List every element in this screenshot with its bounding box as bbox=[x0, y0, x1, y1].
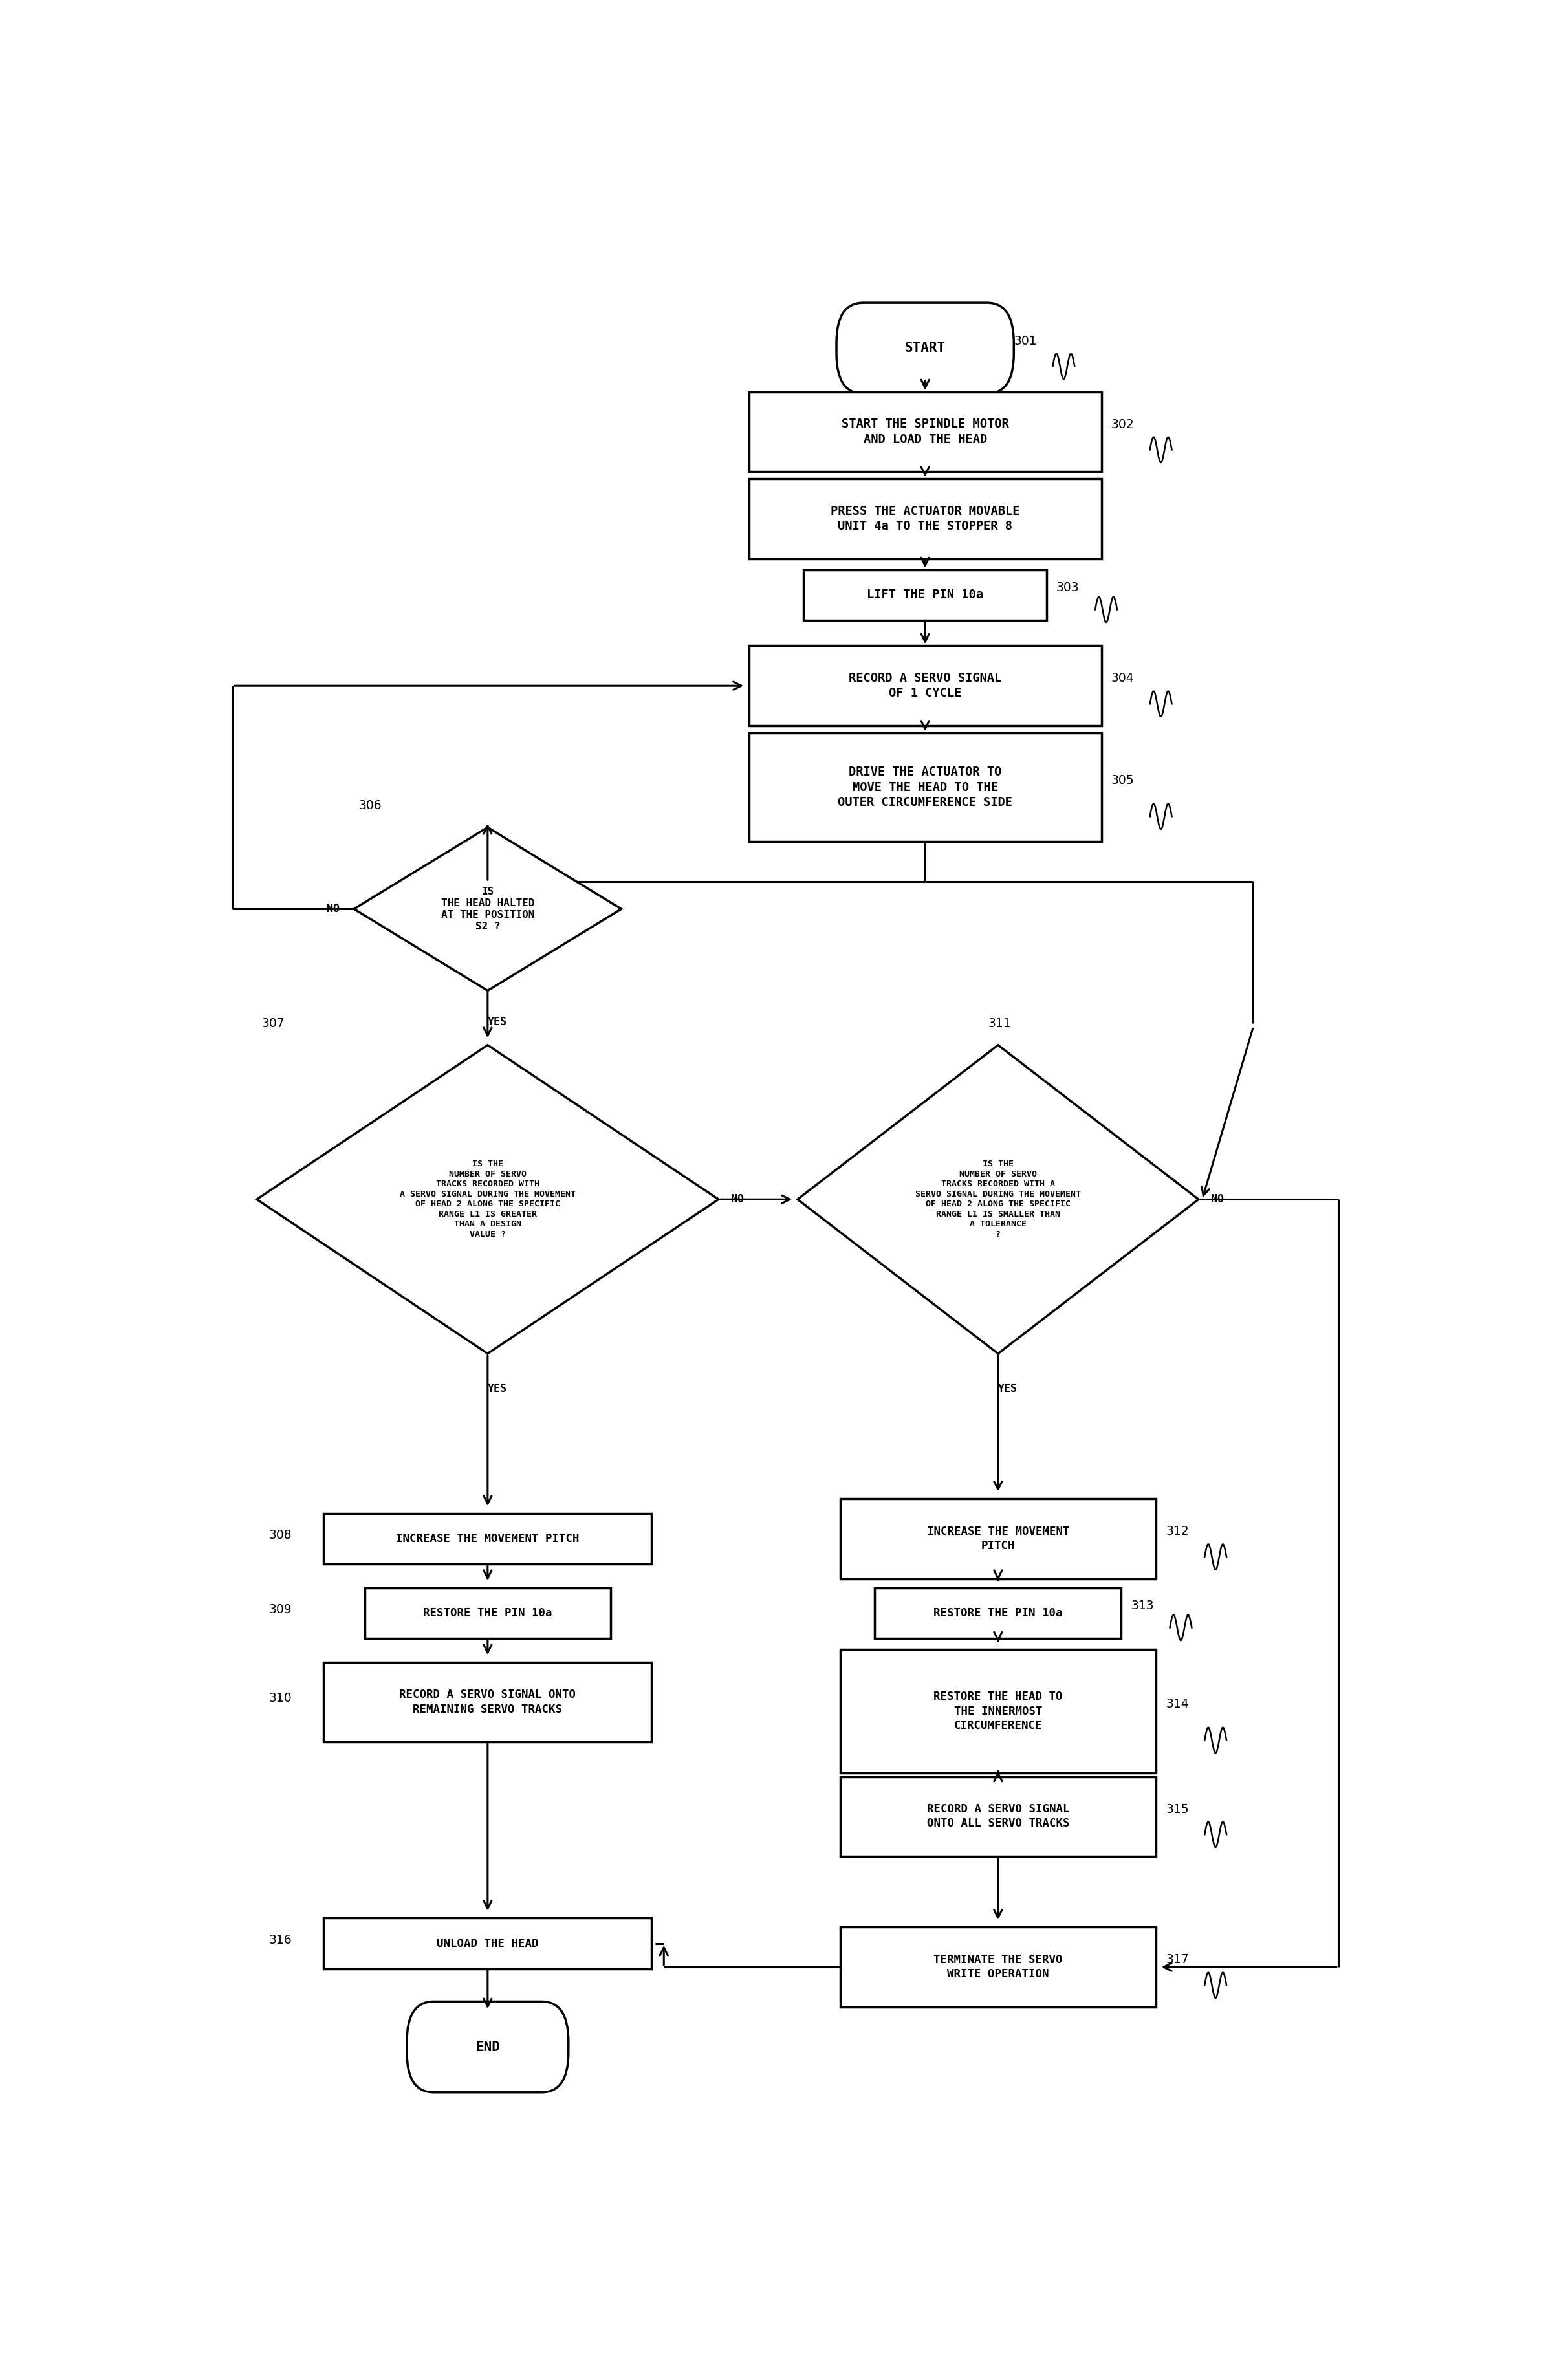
Text: UNLOAD THE HEAD: UNLOAD THE HEAD bbox=[437, 1937, 538, 1949]
Text: TERMINATE THE SERVO
WRITE OPERATION: TERMINATE THE SERVO WRITE OPERATION bbox=[933, 1954, 1063, 1980]
Text: YES: YES bbox=[488, 1384, 506, 1395]
Text: YES: YES bbox=[999, 1384, 1018, 1395]
Bar bbox=[840, 1928, 1156, 2006]
Text: NO: NO bbox=[326, 903, 339, 915]
Text: 312: 312 bbox=[1165, 1525, 1189, 1537]
Text: DRIVE THE ACTUATOR TO
MOVE THE HEAD TO THE
OUTER CIRCUMFERENCE SIDE: DRIVE THE ACTUATOR TO MOVE THE HEAD TO T… bbox=[837, 766, 1013, 808]
Text: 302: 302 bbox=[1112, 417, 1134, 431]
Text: 306: 306 bbox=[359, 799, 383, 811]
Bar bbox=[840, 1650, 1156, 1772]
Text: IS THE
NUMBER OF SERVO
TRACKS RECORDED WITH
A SERVO SIGNAL DURING THE MOVEMENT
O: IS THE NUMBER OF SERVO TRACKS RECORDED W… bbox=[400, 1160, 575, 1240]
Text: IS THE
NUMBER OF SERVO
TRACKS RECORDED WITH A
SERVO SIGNAL DURING THE MOVEMENT
O: IS THE NUMBER OF SERVO TRACKS RECORDED W… bbox=[916, 1160, 1080, 1240]
Bar bbox=[365, 1589, 610, 1638]
FancyBboxPatch shape bbox=[406, 2001, 569, 2093]
Text: 311: 311 bbox=[988, 1018, 1011, 1030]
Text: INCREASE THE MOVEMENT PITCH: INCREASE THE MOVEMENT PITCH bbox=[397, 1532, 579, 1544]
Text: END: END bbox=[475, 2041, 500, 2053]
Bar bbox=[323, 1662, 652, 1742]
Text: 313: 313 bbox=[1131, 1600, 1154, 1612]
Text: 307: 307 bbox=[262, 1018, 285, 1030]
Text: 305: 305 bbox=[1112, 773, 1134, 787]
Text: START THE SPINDLE MOTOR
AND LOAD THE HEAD: START THE SPINDLE MOTOR AND LOAD THE HEA… bbox=[842, 417, 1008, 445]
Bar bbox=[803, 570, 1047, 620]
Text: RESTORE THE PIN 10a: RESTORE THE PIN 10a bbox=[423, 1607, 552, 1619]
Text: 317: 317 bbox=[1165, 1954, 1189, 1966]
Bar bbox=[750, 478, 1101, 559]
Text: 301: 301 bbox=[1014, 335, 1036, 346]
Bar bbox=[840, 1499, 1156, 1579]
Text: YES: YES bbox=[488, 1016, 506, 1028]
Bar bbox=[750, 733, 1101, 841]
Text: 314: 314 bbox=[1165, 1697, 1189, 1711]
Bar bbox=[750, 391, 1101, 471]
Text: 310: 310 bbox=[270, 1692, 292, 1704]
Text: RESTORE THE HEAD TO
THE INNERMOST
CIRCUMFERENCE: RESTORE THE HEAD TO THE INNERMOST CIRCUM… bbox=[933, 1690, 1063, 1732]
Bar bbox=[875, 1589, 1121, 1638]
Polygon shape bbox=[257, 1044, 718, 1353]
Text: NO: NO bbox=[1210, 1193, 1223, 1204]
Text: RECORD A SERVO SIGNAL
ONTO ALL SERVO TRACKS: RECORD A SERVO SIGNAL ONTO ALL SERVO TRA… bbox=[927, 1803, 1069, 1829]
Text: 316: 316 bbox=[270, 1933, 292, 1947]
Text: 309: 309 bbox=[270, 1603, 292, 1615]
Text: 308: 308 bbox=[270, 1530, 292, 1541]
Text: RECORD A SERVO SIGNAL ONTO
REMAINING SERVO TRACKS: RECORD A SERVO SIGNAL ONTO REMAINING SER… bbox=[400, 1690, 575, 1716]
Bar bbox=[323, 1513, 652, 1565]
Polygon shape bbox=[354, 827, 621, 990]
Text: LIFT THE PIN 10a: LIFT THE PIN 10a bbox=[867, 589, 983, 601]
Bar bbox=[840, 1777, 1156, 1857]
Bar bbox=[750, 646, 1101, 726]
Text: RECORD A SERVO SIGNAL
OF 1 CYCLE: RECORD A SERVO SIGNAL OF 1 CYCLE bbox=[848, 672, 1002, 700]
Text: 304: 304 bbox=[1112, 672, 1134, 684]
Text: RESTORE THE PIN 10a: RESTORE THE PIN 10a bbox=[933, 1607, 1063, 1619]
FancyBboxPatch shape bbox=[836, 302, 1014, 394]
Text: START: START bbox=[905, 342, 946, 354]
Text: PRESS THE ACTUATOR MOVABLE
UNIT 4a TO THE STOPPER 8: PRESS THE ACTUATOR MOVABLE UNIT 4a TO TH… bbox=[831, 504, 1019, 533]
Text: IS
THE HEAD HALTED
AT THE POSITION
S2 ?: IS THE HEAD HALTED AT THE POSITION S2 ? bbox=[441, 886, 535, 931]
Bar bbox=[323, 1919, 652, 1968]
Text: 303: 303 bbox=[1057, 582, 1079, 594]
Text: 315: 315 bbox=[1165, 1803, 1189, 1815]
Polygon shape bbox=[798, 1044, 1198, 1353]
Text: INCREASE THE MOVEMENT
PITCH: INCREASE THE MOVEMENT PITCH bbox=[927, 1525, 1069, 1551]
Text: NO: NO bbox=[731, 1193, 743, 1204]
